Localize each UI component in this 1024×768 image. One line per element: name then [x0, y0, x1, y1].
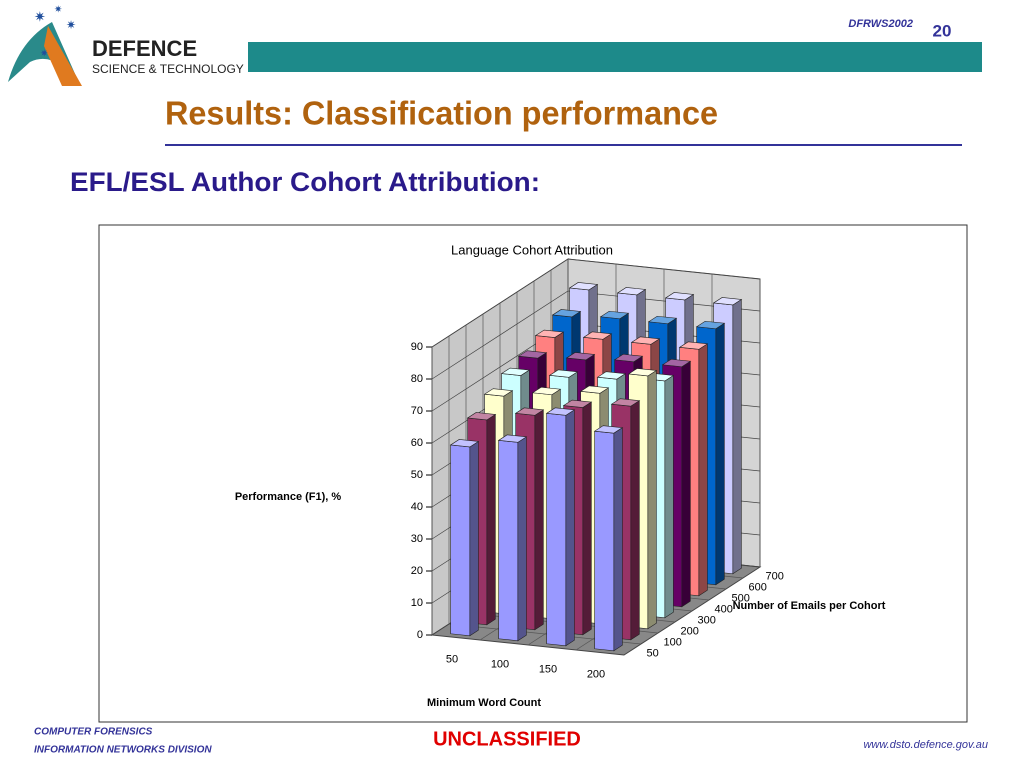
bar-top	[695, 320, 726, 330]
bar-top	[514, 407, 545, 416]
logo-line2: SCIENCE & TECHNOLOGY	[92, 62, 244, 76]
bar-front	[546, 413, 567, 647]
bar-side	[613, 427, 623, 652]
y-tick-label: 90	[411, 341, 423, 353]
bar-top	[562, 399, 593, 408]
bar-side	[630, 400, 640, 641]
bar-top	[497, 434, 528, 443]
svg-text:✷: ✷	[66, 18, 76, 32]
bar-side	[681, 360, 691, 608]
bar-side	[732, 298, 742, 575]
classification: UNCLASSIFIED	[433, 728, 581, 750]
bar-top	[466, 412, 497, 421]
bar-top	[500, 367, 531, 376]
bar-top	[579, 385, 610, 394]
z-tick-label: 400	[715, 603, 733, 615]
y-tick-label: 70	[411, 405, 423, 417]
bar-top	[647, 315, 678, 325]
bar	[497, 434, 528, 642]
x-tick-label: 150	[539, 663, 557, 675]
svg-text:✷: ✷	[54, 5, 62, 16]
z-tick-label: 100	[664, 636, 682, 648]
z-tick-label: 500	[732, 592, 750, 604]
footer-left1: COMPUTER FORENSICS	[34, 727, 153, 738]
z-tick-label: 200	[681, 625, 699, 637]
z-tick-label: 600	[749, 581, 767, 593]
logo-line1: DEFENCE	[92, 36, 197, 61]
bar-top	[483, 388, 514, 397]
bar-side	[469, 440, 479, 637]
x-tick-label: 200	[587, 668, 605, 680]
bar-top	[548, 369, 579, 378]
bar-top	[449, 439, 480, 448]
page-number: 20	[933, 21, 952, 40]
bar-top	[593, 425, 624, 434]
header-bar	[248, 42, 982, 72]
bar-side	[534, 409, 544, 631]
bar-front	[498, 440, 519, 642]
bar	[593, 425, 624, 652]
bar	[449, 439, 480, 637]
bar-side	[486, 413, 496, 626]
bar-top	[678, 341, 709, 350]
y-tick-label: 80	[411, 373, 423, 385]
bar-front	[594, 430, 615, 652]
y-axis-title: Performance (F1), %	[235, 491, 342, 503]
bar-top	[551, 309, 582, 318]
bar-top	[534, 329, 565, 338]
bar-side	[565, 409, 575, 647]
y-tick-label: 60	[411, 437, 423, 449]
bar-top	[616, 287, 647, 296]
footer-left2: INFORMATION NETWORKS DIVISION	[34, 745, 212, 756]
bar-top	[613, 353, 644, 363]
bar-top	[582, 331, 613, 340]
y-tick-label: 20	[411, 565, 423, 577]
bar-top	[712, 297, 743, 306]
svg-text:✷: ✷	[40, 49, 48, 60]
bar-top	[568, 282, 599, 291]
bar-top	[599, 310, 630, 320]
x-tick-label: 50	[446, 653, 458, 665]
bar-top	[627, 368, 658, 377]
bar-top	[630, 336, 661, 345]
bar-side	[715, 322, 725, 586]
svg-text:✷: ✷	[34, 9, 46, 25]
bar-side	[647, 369, 657, 630]
bar-side	[698, 343, 708, 597]
z-axis-title: Number of Emails per Cohort	[732, 600, 886, 612]
z-tick-label: 700	[766, 570, 784, 582]
y-tick-label: 30	[411, 533, 423, 545]
bar-front	[450, 444, 471, 637]
x-axis-title: Minimum Word Count	[427, 697, 541, 709]
logo: ✷ ✷ ✷ ✷	[8, 5, 82, 86]
bar-top	[531, 386, 562, 396]
bar-side	[664, 374, 674, 619]
y-tick-label: 40	[411, 501, 423, 513]
bar-side	[517, 436, 527, 642]
y-tick-label: 50	[411, 469, 423, 481]
z-tick-label: 50	[647, 647, 659, 659]
bar-top	[596, 371, 627, 380]
z-tick-label: 300	[698, 614, 716, 626]
slide-subtitle: EFL/ESL Author Cohort Attribution:	[70, 167, 540, 197]
slide-title: Results: Classification performance	[165, 95, 718, 132]
url: www.dsto.defence.gov.au	[863, 739, 988, 751]
conference: DFRWS2002	[848, 18, 913, 30]
bar-top	[610, 398, 641, 407]
bar-top	[661, 358, 692, 368]
y-tick-label: 0	[417, 629, 423, 641]
chart-title: Language Cohort Attribution	[451, 242, 613, 257]
y-tick-label: 10	[411, 597, 423, 609]
bar-side	[582, 401, 592, 636]
bar-top	[545, 407, 576, 416]
bar-top	[664, 292, 695, 301]
bar-top	[517, 350, 548, 359]
x-tick-label: 100	[491, 658, 509, 670]
bar	[545, 407, 576, 647]
bar-top	[565, 352, 596, 361]
